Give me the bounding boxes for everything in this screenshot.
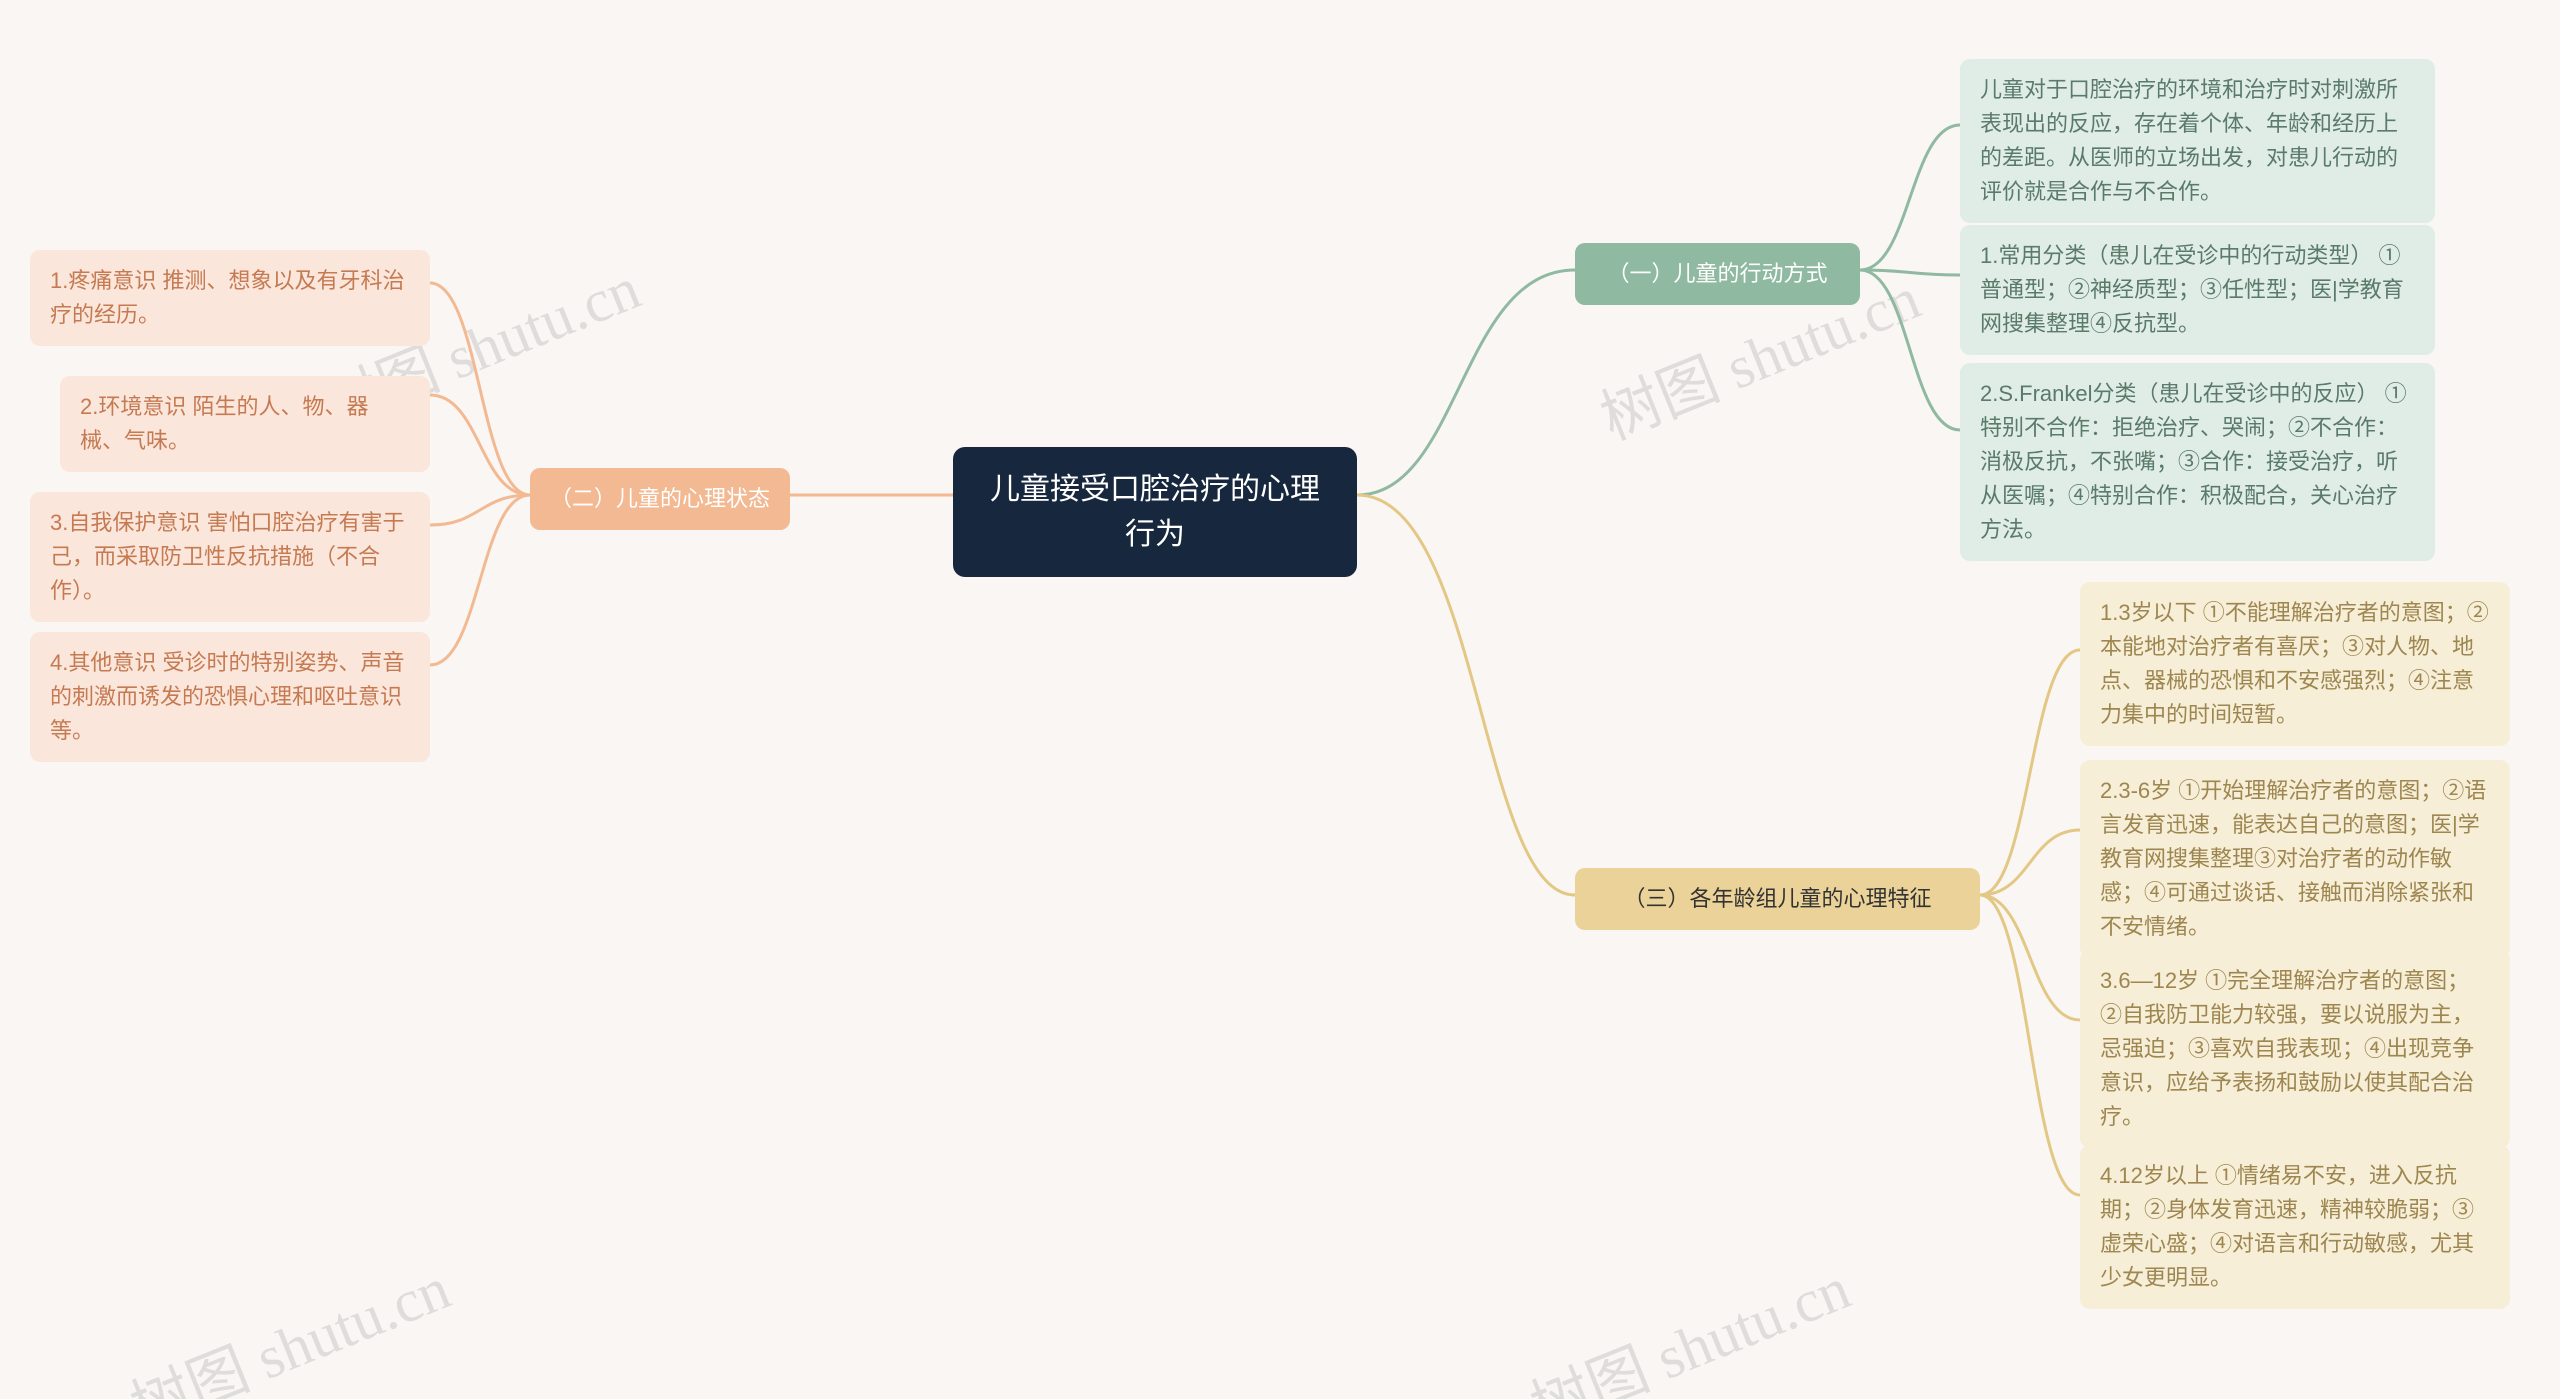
branch-2-leaf-2[interactable]: 3.自我保护意识 害怕口腔治疗有害于己，而采取防卫性反抗措施（不合作）。	[30, 492, 430, 622]
branch-2[interactable]: （二）儿童的心理状态	[530, 468, 790, 530]
branch-1-leaf-0[interactable]: 儿童对于口腔治疗的环境和治疗时对刺激所表现出的反应，存在着个体、年龄和经历上的差…	[1960, 59, 2435, 223]
branch-2-leaf-1[interactable]: 2.环境意识 陌生的人、物、器械、气味。	[60, 376, 430, 472]
branch-1-leaf-2[interactable]: 2.S.Frankel分类（患儿在受诊中的反应） ①特别不合作：拒绝治疗、哭闹；…	[1960, 363, 2435, 561]
branch-3[interactable]: （三）各年龄组儿童的心理特征	[1575, 868, 1980, 930]
watermark: 树图 shutu.cn	[116, 1240, 461, 1399]
branch-2-leaf-3[interactable]: 4.其他意识 受诊时的特别姿势、声音的刺激而诱发的恐惧心理和呕吐意识等。	[30, 632, 430, 762]
branch-3-leaf-2[interactable]: 3.6—12岁 ①完全理解治疗者的意图；②自我防卫能力较强，要以说服为主，忌强迫…	[2080, 950, 2510, 1148]
branch-3-leaf-0[interactable]: 1.3岁以下 ①不能理解治疗者的意图；②本能地对治疗者有喜厌；③对人物、地点、器…	[2080, 582, 2510, 746]
branch-3-leaf-1[interactable]: 2.3-6岁 ①开始理解治疗者的意图；②语言发育迅速，能表达自己的意图；医|学教…	[2080, 760, 2510, 958]
branch-1[interactable]: （一）儿童的行动方式	[1575, 243, 1860, 305]
watermark: 树图 shutu.cn	[1516, 1240, 1861, 1399]
mindmap-canvas: 树图 shutu.cn 树图 shutu.cn 树图 shutu.cn 树图 s…	[0, 0, 2560, 1399]
branch-1-leaf-1[interactable]: 1.常用分类（患儿在受诊中的行动类型） ①普通型；②神经质型；③任性型；医|学教…	[1960, 225, 2435, 355]
root-line1: 儿童接受口腔治疗的心理	[981, 467, 1329, 512]
branch-3-leaf-3[interactable]: 4.12岁以上 ①情绪易不安，进入反抗期；②身体发育迅速，精神较脆弱；③虚荣心盛…	[2080, 1145, 2510, 1309]
root-node[interactable]: 儿童接受口腔治疗的心理 行为	[953, 447, 1357, 577]
root-line2: 行为	[981, 512, 1329, 557]
branch-2-leaf-0[interactable]: 1.疼痛意识 推测、想象以及有牙科治疗的经历。	[30, 250, 430, 346]
